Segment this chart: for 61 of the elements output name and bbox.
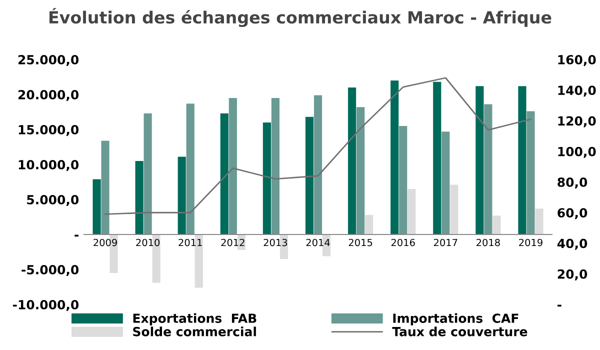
bar bbox=[262, 122, 271, 234]
x-tick-label: 2012 bbox=[221, 238, 244, 246]
legend-label: Taux de couverture bbox=[392, 326, 528, 336]
bar bbox=[450, 184, 458, 234]
bar bbox=[518, 86, 526, 234]
bar bbox=[442, 132, 450, 234]
bar bbox=[476, 86, 484, 234]
y-tick-label: 15.000,0 bbox=[18, 124, 79, 136]
bar bbox=[314, 95, 322, 234]
legend-label: Solde commercial bbox=[133, 326, 256, 336]
bar bbox=[348, 88, 356, 234]
chart-title: Évolution des échanges commerciaux Maroc - Afrique bbox=[49, 8, 552, 28]
y2-tick-label: 100,0 bbox=[558, 146, 596, 158]
bar bbox=[101, 140, 110, 234]
x-tick-label: 2013 bbox=[264, 238, 288, 246]
bar bbox=[399, 126, 408, 234]
bar bbox=[228, 98, 237, 234]
y2-tick-label: 140,0 bbox=[558, 86, 596, 97]
x-tick-label: 2019 bbox=[519, 238, 542, 246]
y-tick-label: 25.000,0 bbox=[18, 54, 79, 66]
bar bbox=[186, 104, 194, 234]
bar bbox=[144, 113, 152, 234]
y2-tick-label: 40,0 bbox=[557, 238, 588, 250]
y2-tick-label: 80,0 bbox=[558, 177, 588, 189]
bar bbox=[305, 116, 314, 234]
x-tick-label: 2011 bbox=[178, 238, 202, 246]
bar bbox=[92, 179, 101, 234]
y-tick-label: 10.000,0 bbox=[18, 160, 79, 172]
bar bbox=[433, 82, 442, 234]
y2-tick-label: 160,0 bbox=[558, 54, 596, 66]
x-tick-label: 2014 bbox=[306, 238, 330, 246]
x-tick-label: 2009 bbox=[94, 238, 117, 246]
bar bbox=[535, 208, 544, 234]
y2-tick-label: 120,0 bbox=[558, 116, 596, 128]
bar bbox=[356, 107, 365, 234]
x-tick-label: 2016 bbox=[391, 238, 415, 246]
x-tick-label: 2017 bbox=[434, 238, 458, 246]
y2-tick-label: 20,0 bbox=[558, 269, 588, 280]
y2-tick-label: 60,0 bbox=[558, 208, 588, 220]
bar bbox=[408, 189, 416, 234]
x-tick-label: 2015 bbox=[348, 238, 372, 246]
bar bbox=[390, 80, 399, 234]
y-tick-label: -5.000,0 bbox=[22, 264, 79, 276]
y2-tick-label: - bbox=[558, 304, 562, 307]
bar bbox=[492, 216, 501, 234]
bar bbox=[135, 161, 144, 234]
bar bbox=[526, 111, 535, 234]
bar bbox=[365, 214, 374, 234]
legend-label: Exportations FAB bbox=[133, 313, 256, 326]
x-tick-label: 2010 bbox=[136, 238, 160, 246]
x-tick-label: 2018 bbox=[476, 238, 500, 246]
bar bbox=[220, 113, 228, 234]
y-tick-label: - bbox=[74, 234, 78, 237]
line-series bbox=[104, 77, 532, 215]
bar bbox=[178, 156, 186, 234]
y-tick-label: 20.000,0 bbox=[18, 90, 79, 102]
bar bbox=[484, 104, 492, 234]
bar bbox=[271, 98, 280, 234]
y-tick-label: 5.000,0 bbox=[27, 194, 79, 206]
y-tick-label: -10.000,0 bbox=[12, 300, 79, 312]
legend-label: Importations CAF bbox=[393, 313, 518, 326]
